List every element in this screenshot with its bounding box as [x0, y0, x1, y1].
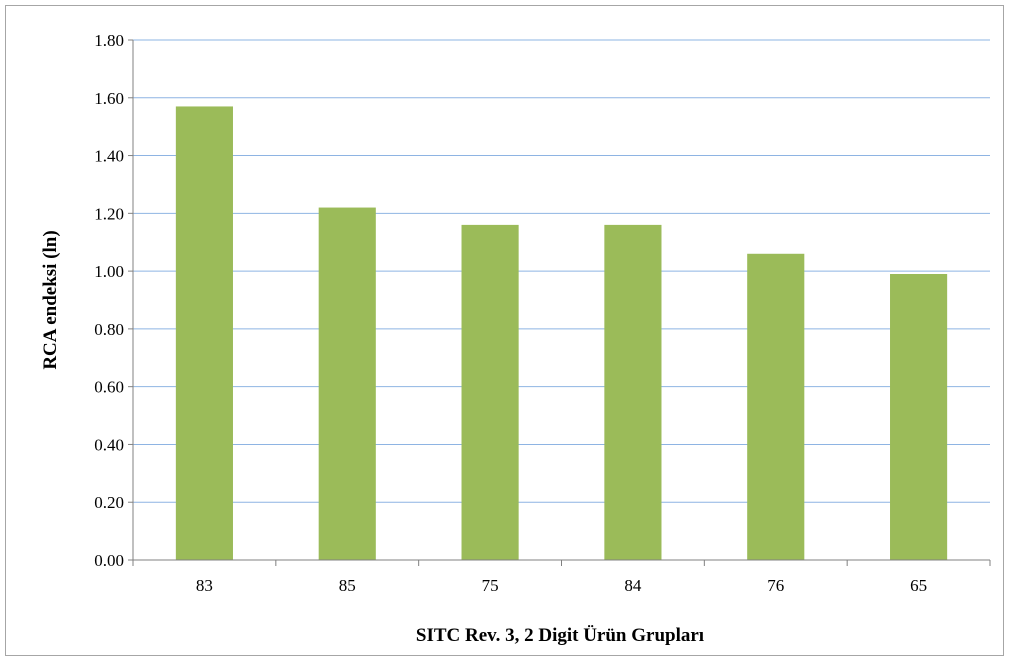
y-tick-label: 1.00 [94, 262, 124, 281]
y-tick-label: 0.60 [94, 378, 124, 397]
y-tick-label: 0.20 [94, 493, 124, 512]
y-tick-label: 1.40 [94, 147, 124, 166]
bar-84 [604, 224, 662, 560]
x-tick-label: 83 [196, 576, 213, 595]
y-tick-labels: 0.00 0.20 0.40 0.60 0.80 1.00 1.20 1.40 1.60 1.80 [94, 31, 124, 570]
grid-lines [133, 39, 990, 503]
y-tick-label: 0.40 [94, 435, 124, 454]
bar-76 [747, 253, 805, 560]
x-tick-label: 84 [624, 576, 642, 595]
x-tick-label: 65 [910, 576, 927, 595]
y-tick-label: 0.80 [94, 320, 124, 339]
y-tick-label: 1.80 [94, 31, 124, 50]
x-axis-title: SITC Rev. 3, 2 Digit Ürün Grupları [416, 625, 704, 646]
y-tick-label: 0.00 [94, 551, 124, 570]
x-tick-label: 85 [339, 576, 356, 595]
x-tick-labels: 83 85 75 84 76 65 [196, 576, 927, 595]
y-axis-title: RCA endeksi (ln) [40, 230, 61, 369]
x-tick-label: 75 [482, 576, 499, 595]
bars [175, 106, 948, 561]
bar-75 [461, 224, 519, 560]
axes [128, 39, 991, 566]
x-tick-label: 76 [767, 576, 784, 595]
bar-83 [175, 106, 233, 560]
y-tick-label: 1.20 [94, 204, 124, 223]
bar-85 [318, 207, 376, 561]
y-tick-label: 1.60 [94, 89, 124, 108]
bar-65 [890, 274, 948, 560]
